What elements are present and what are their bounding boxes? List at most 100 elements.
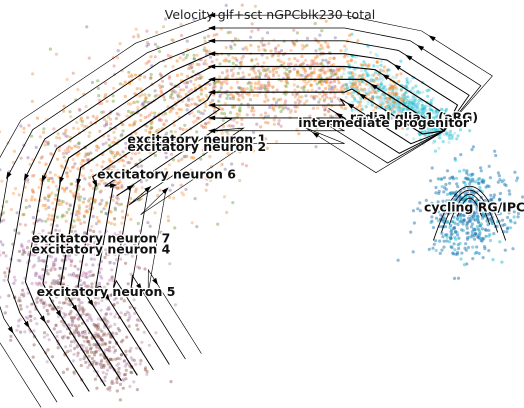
cell-point	[343, 87, 347, 91]
cell-point	[76, 332, 80, 336]
cell-point	[351, 94, 355, 98]
cell-point	[431, 117, 435, 121]
cell-point	[171, 183, 175, 187]
cell-point	[112, 140, 116, 144]
cell-point	[147, 141, 151, 145]
cell-point	[268, 83, 272, 87]
cell-point	[81, 310, 85, 314]
cell-point	[233, 43, 237, 47]
cell-point	[307, 79, 311, 84]
cell-point	[95, 144, 99, 148]
cell-point	[445, 131, 449, 135]
cell-point	[111, 99, 115, 103]
cell-point	[104, 252, 109, 256]
cell-point	[94, 331, 98, 335]
cell-point	[113, 217, 117, 221]
cell-point	[0, 295, 2, 299]
cell-point	[418, 122, 422, 126]
cell-point	[116, 181, 120, 185]
cell-point	[50, 214, 55, 218]
cell-point	[179, 183, 183, 187]
cell-point	[347, 63, 351, 67]
cell-point	[390, 103, 395, 107]
cell-point	[71, 71, 75, 75]
cell-point	[277, 122, 281, 126]
cell-point	[244, 45, 248, 50]
cell-point	[123, 252, 128, 256]
cell-point	[41, 301, 46, 305]
cell-point	[386, 104, 390, 108]
cell-point	[109, 210, 113, 214]
cell-point	[195, 225, 199, 229]
cell-point	[1, 251, 6, 255]
cell-point	[99, 353, 103, 357]
cell-point	[440, 108, 444, 112]
cell-point	[73, 224, 77, 228]
cell-point	[415, 105, 419, 109]
cell-point	[404, 85, 408, 89]
cell-point	[76, 351, 80, 355]
cell-point	[63, 149, 67, 153]
cell-point	[347, 71, 351, 75]
cell-point	[342, 68, 346, 72]
cell-point	[0, 253, 2, 257]
cell-point	[393, 92, 397, 96]
cell-point	[433, 149, 438, 153]
cell-point	[496, 171, 500, 175]
cell-point	[181, 52, 186, 56]
cell-point	[100, 343, 104, 347]
cell-point	[106, 167, 110, 171]
cell-point	[17, 296, 22, 300]
cell-point	[52, 327, 56, 331]
cell-point	[443, 186, 447, 190]
cell-point	[94, 349, 98, 353]
cell-point	[99, 179, 103, 183]
cell-point	[161, 139, 165, 143]
cell-point	[65, 171, 69, 175]
cell-point	[71, 192, 75, 196]
cell-point	[399, 97, 403, 101]
cell-point	[65, 210, 69, 215]
cell-point	[69, 235, 73, 239]
cell-point	[323, 98, 327, 102]
cell-point	[129, 370, 133, 374]
cell-point	[23, 223, 28, 227]
cell-point	[31, 265, 35, 269]
cell-point	[511, 247, 515, 251]
cell-point	[97, 98, 102, 102]
streamline-arrow	[71, 304, 78, 313]
cell-point	[414, 102, 418, 106]
cell-point	[205, 177, 209, 181]
cell-point	[196, 109, 200, 114]
cell-point	[129, 346, 133, 350]
cell-point	[154, 331, 158, 335]
cell-point	[60, 291, 64, 295]
cell-point	[53, 197, 57, 201]
cell-point	[82, 197, 86, 201]
cell-point	[128, 102, 133, 106]
cell-point	[176, 141, 180, 145]
cell-point	[145, 148, 149, 152]
cell-point	[203, 46, 207, 50]
cell-point	[397, 103, 401, 108]
cell-point	[408, 118, 412, 122]
cell-point	[89, 346, 93, 350]
cell-point	[434, 110, 438, 114]
cell-point	[389, 84, 394, 88]
cell-point	[96, 296, 101, 300]
cell-point	[442, 176, 447, 180]
cell-point	[135, 388, 139, 392]
cell-point	[113, 208, 117, 212]
cell-point	[406, 98, 410, 102]
cell-point	[293, 88, 297, 92]
cell-point	[78, 246, 82, 250]
cell-point	[215, 32, 219, 37]
cell-point	[84, 152, 88, 156]
cell-point	[124, 368, 128, 372]
cell-point	[47, 185, 51, 189]
cell-point	[92, 359, 96, 363]
cell-point	[63, 334, 67, 338]
cell-point	[143, 75, 147, 79]
cell-point	[57, 244, 62, 248]
